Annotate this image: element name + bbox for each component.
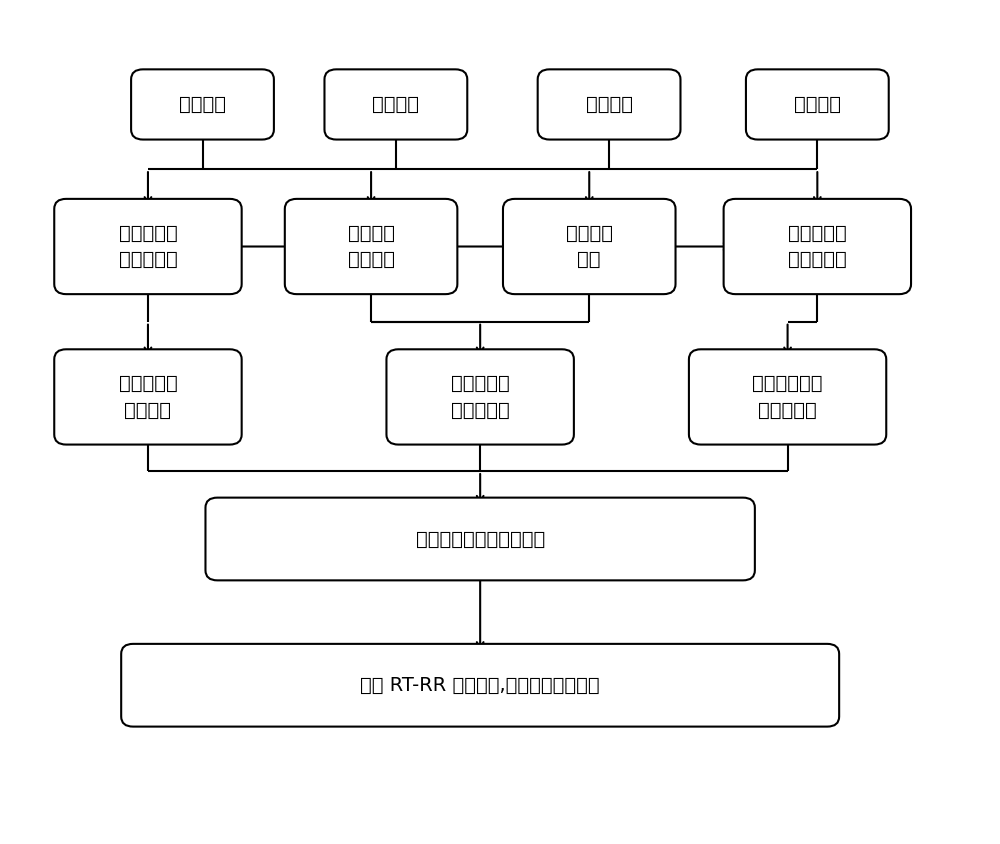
Text: 电阻率资料
岩性校正: 电阻率资料 岩性校正	[119, 374, 177, 419]
FancyBboxPatch shape	[131, 69, 274, 139]
FancyBboxPatch shape	[538, 69, 680, 139]
Text: 钻井资料: 钻井资料	[372, 95, 419, 114]
Text: 电阻率资料
孔隙度校正: 电阻率资料 孔隙度校正	[451, 374, 510, 419]
Text: 气层下限电阻率资料计算: 气层下限电阻率资料计算	[416, 529, 545, 549]
Text: 泥质含量
计算: 泥质含量 计算	[566, 224, 613, 269]
Text: 储层岩性电
性特征分析: 储层岩性电 性特征分析	[119, 224, 177, 269]
Text: 孔隙度、含
水饱度计算: 孔隙度、含 水饱度计算	[788, 224, 847, 269]
FancyBboxPatch shape	[54, 199, 242, 295]
FancyBboxPatch shape	[285, 199, 457, 295]
FancyBboxPatch shape	[324, 69, 467, 139]
Text: 测井资料: 测井资料	[179, 95, 226, 114]
FancyBboxPatch shape	[205, 498, 755, 581]
Text: 试油资料: 试油资料	[794, 95, 841, 114]
FancyBboxPatch shape	[746, 69, 889, 139]
FancyBboxPatch shape	[386, 349, 574, 445]
Text: 电阻率资料孔
隙结构校正: 电阻率资料孔 隙结构校正	[752, 374, 823, 419]
FancyBboxPatch shape	[724, 199, 911, 295]
FancyBboxPatch shape	[503, 199, 676, 295]
Text: 比较 RT-RR 差值大小,判别储层流体类型: 比较 RT-RR 差值大小,判别储层流体类型	[360, 676, 600, 695]
FancyBboxPatch shape	[689, 349, 886, 445]
FancyBboxPatch shape	[121, 644, 839, 727]
Text: 流体响应
特征分析: 流体响应 特征分析	[348, 224, 395, 269]
FancyBboxPatch shape	[54, 349, 242, 445]
Text: 岩心资料: 岩心资料	[586, 95, 633, 114]
